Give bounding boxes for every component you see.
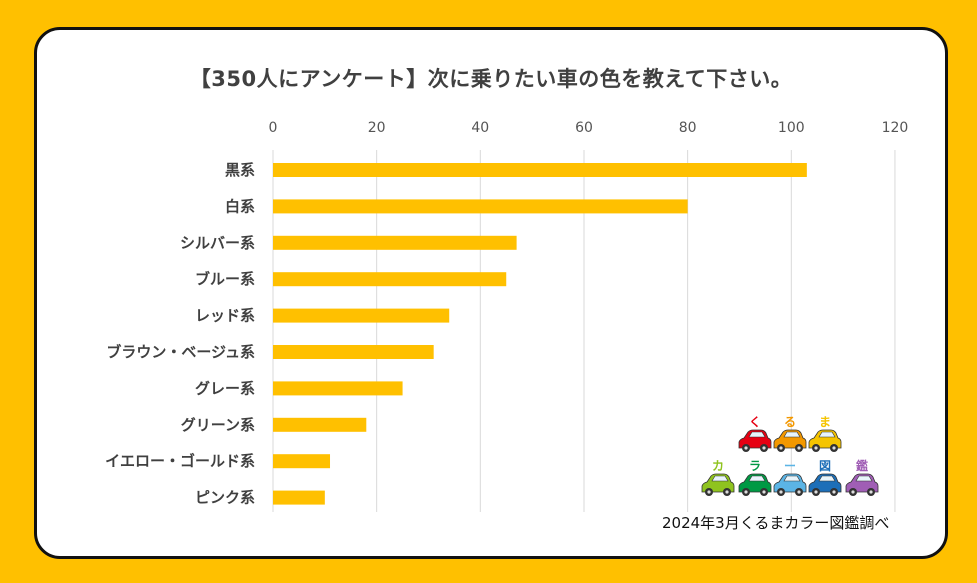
category-label: ブルー系: [195, 270, 255, 288]
bar: [273, 235, 517, 250]
x-tick-label: 0: [269, 120, 278, 136]
x-tick-label: 40: [471, 120, 489, 136]
bars: [273, 163, 807, 505]
logo-character: ラ: [749, 459, 761, 473]
category-label: 黒系: [225, 161, 255, 179]
car-icon: [738, 473, 772, 496]
x-tick-label: 120: [882, 120, 909, 136]
car-icon: [738, 429, 772, 452]
category-label: シルバー系: [180, 234, 255, 252]
category-label: イエロー・ゴールド系: [105, 452, 255, 470]
logo-character: カ: [712, 459, 724, 473]
category-label: グレー系: [195, 379, 255, 397]
logo-character: 鑑: [856, 458, 868, 473]
bar: [273, 272, 507, 287]
category-label: レッド系: [195, 307, 255, 325]
x-tick-label: 60: [575, 120, 593, 136]
logo-character: 図: [819, 459, 831, 473]
logo-character: る: [784, 415, 796, 429]
x-tick-label: 100: [778, 120, 805, 136]
bar: [273, 490, 325, 505]
car-icon: [773, 473, 807, 496]
logo-row-top: くるま: [738, 415, 842, 452]
chart-panel: [34, 27, 948, 559]
car-icon: [773, 429, 807, 452]
bar: [273, 199, 688, 214]
logo-character: ー: [784, 459, 796, 473]
car-icon: [845, 473, 879, 496]
chart-title: 【350人にアンケート】次に乗りたい車の色を教えて下さい。: [189, 67, 793, 91]
category-label: ピンク系: [195, 489, 255, 507]
category-labels: 黒系白系シルバー系ブルー系レッド系ブラウン・ベージュ系グレー系グリーン系イエロー…: [105, 161, 255, 507]
bar: [273, 163, 807, 177]
bar: [273, 417, 367, 432]
car-icon: [808, 473, 842, 496]
logo-character: く: [749, 415, 761, 429]
logo-character: ま: [819, 415, 831, 429]
bar: [273, 454, 331, 469]
car-icon: [701, 473, 735, 496]
kuruma-color-zukan-logo: く る ま カ ラ ー 図 鑑: [701, 415, 879, 496]
x-tick-label: 20: [368, 120, 386, 136]
bar: [273, 308, 450, 323]
bar: [273, 345, 434, 359]
x-tick-label: 80: [679, 120, 697, 136]
source-note: 2024年3月くるまカラー図鑑調べ: [662, 514, 890, 532]
category-label: 白系: [225, 197, 255, 215]
logo-row-bottom: カラー図鑑: [701, 458, 879, 496]
category-label: ブラウン・ベージュ系: [106, 343, 255, 361]
x-axis-ticks: 0 20 40 60 80 100 120: [269, 120, 909, 136]
category-label: グリーン系: [181, 416, 255, 434]
car-icon: [808, 429, 842, 452]
bar: [273, 381, 403, 396]
